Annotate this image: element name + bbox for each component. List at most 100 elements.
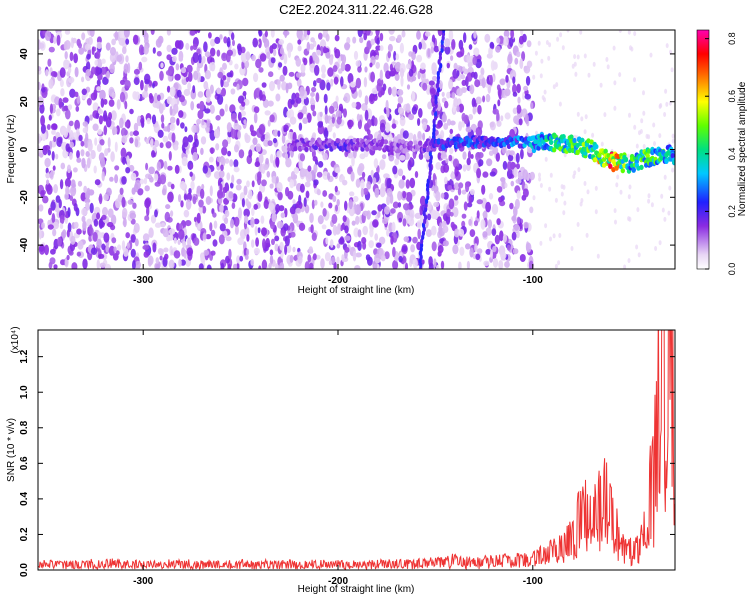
heatmap-speckle <box>386 178 392 189</box>
heatmap-speckle <box>122 207 128 218</box>
heatmap-speckle <box>242 90 247 97</box>
heatmap-speckle <box>143 177 148 185</box>
heatmap-speckle <box>219 34 223 40</box>
heatmap-speckle <box>271 212 277 223</box>
heatmap-speckle <box>84 198 91 204</box>
heatmap-speckle <box>370 71 375 83</box>
heatmap-speckle <box>197 60 204 69</box>
heatmap-speckle <box>422 82 428 91</box>
heatmap-speckle <box>38 95 44 106</box>
heatmap-speckle <box>76 157 82 163</box>
heatmap-speckle <box>344 235 351 241</box>
heatmap-speckle <box>520 30 524 36</box>
heatmap-speckle <box>452 158 460 169</box>
heatmap-speckle <box>346 36 351 45</box>
heatmap-speckle <box>461 220 466 228</box>
heatmap-speckle <box>325 52 331 59</box>
heatmap-speckle <box>443 163 450 173</box>
heatmap-speckle <box>224 158 230 164</box>
heatmap-speckle <box>182 240 187 248</box>
heatmap-speckle <box>373 94 378 101</box>
heatmap-speckle <box>94 137 98 146</box>
heatmap-speckle <box>125 38 130 45</box>
heatmap-speckle <box>142 30 147 38</box>
heatmap-speckle <box>613 105 617 111</box>
heatmap-speckle <box>512 107 518 115</box>
heatmap-speckle <box>572 174 576 179</box>
heatmap-speckle <box>38 42 45 49</box>
heatmap-speckle <box>396 89 404 96</box>
heatmap-speckle <box>509 37 514 47</box>
heatmap-speckle <box>96 50 101 60</box>
heatmap-speckle <box>129 131 134 137</box>
heatmap-speckle <box>69 195 74 201</box>
heatmap-speckle <box>386 195 391 206</box>
heatmap-speckle <box>473 220 479 227</box>
heatmap-speckle <box>379 159 386 171</box>
heatmap-speckle <box>524 93 531 100</box>
heatmap-speckle <box>292 246 296 253</box>
heatmap-speckle <box>586 189 590 195</box>
heatmap-speckle <box>251 54 256 62</box>
heatmap-speckle <box>253 203 258 210</box>
heatmap-speckle <box>375 61 381 69</box>
heatmap-speckle <box>69 130 74 141</box>
heatmap-speckle <box>363 77 368 88</box>
heatmap-speckle <box>126 242 131 249</box>
heatmap-speckle <box>134 138 139 148</box>
ridge-mark <box>603 148 608 154</box>
heatmap-speckle <box>97 231 102 241</box>
heatmap-speckle <box>402 191 407 199</box>
heatmap-speckle <box>230 182 234 189</box>
heatmap-speckle <box>132 260 136 269</box>
heatmap-speckle <box>107 221 114 228</box>
heatmap-speckle <box>412 236 418 244</box>
ridge-mark <box>608 163 613 169</box>
heatmap-speckle <box>39 103 45 114</box>
heatmap-speckle <box>119 30 125 40</box>
heatmap-speckle <box>272 137 278 144</box>
heatmap-speckle <box>166 30 171 36</box>
heatmap-speckle <box>217 189 223 199</box>
y-tick-label: 0.6 <box>19 456 30 470</box>
heatmap-speckle <box>193 216 197 223</box>
heatmap-speckle <box>107 208 114 218</box>
heatmap-speckle <box>257 227 261 234</box>
heatmap-speckle <box>87 141 93 152</box>
heatmap-speckle <box>478 159 484 167</box>
snr-y-multiplier: (x10⁴) <box>10 326 21 353</box>
heatmap-speckle <box>370 169 374 178</box>
heatmap-speckle <box>209 104 215 114</box>
heatmap-speckle <box>615 182 619 188</box>
heatmap-speckle <box>471 97 476 108</box>
heatmap-speckle <box>65 143 71 152</box>
heatmap-speckle <box>627 30 631 35</box>
heatmap-speckle <box>591 132 595 138</box>
heatmap-speckle <box>163 160 168 170</box>
heatmap-speckle <box>298 158 303 170</box>
heatmap-speckle <box>332 132 336 139</box>
heatmap-speckle <box>316 171 323 178</box>
heatmap-speckle <box>340 76 344 87</box>
heatmap-speckle <box>554 197 558 203</box>
heatmap-speckle <box>328 55 334 66</box>
heatmap-speckle <box>187 71 193 82</box>
heatmap-speckle <box>66 229 70 238</box>
heatmap-speckle <box>594 185 598 191</box>
heatmap-speckle <box>165 69 173 76</box>
heatmap-speckle <box>194 30 198 34</box>
heatmap-speckle <box>266 171 271 178</box>
ridge-mark <box>569 134 574 140</box>
heatmap-speckle <box>515 152 520 164</box>
heatmap-speckle <box>526 242 532 253</box>
heatmap-speckle <box>429 88 436 94</box>
ridge-mark <box>552 147 557 153</box>
heatmap-speckle <box>515 163 521 170</box>
heatmap-speckle <box>259 184 266 193</box>
y-tick-label: 1.0 <box>19 385 30 399</box>
tilted-feature-mark <box>432 106 436 113</box>
heatmap-speckle <box>48 114 52 121</box>
heatmap-speckle <box>366 40 372 50</box>
heatmap-speckle <box>316 77 322 84</box>
heatmap-speckle <box>325 237 329 245</box>
